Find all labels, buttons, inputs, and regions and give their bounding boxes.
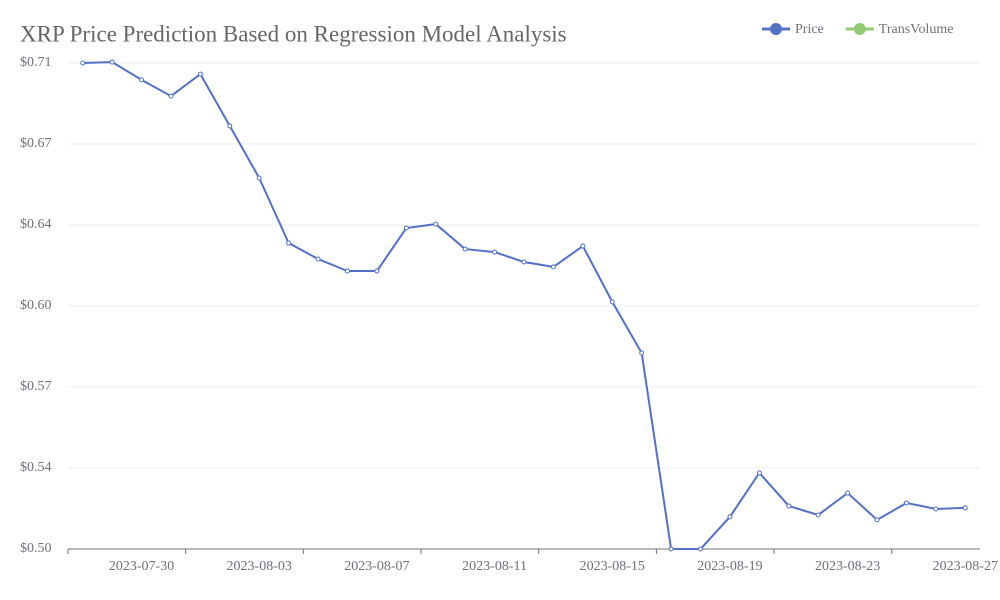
point xyxy=(609,299,615,305)
x-tick-label: 2023-08-03 xyxy=(227,559,292,574)
legend-item: Price xyxy=(762,22,824,37)
point xyxy=(80,60,86,66)
point xyxy=(639,350,645,356)
point xyxy=(286,240,292,246)
y-tick-label: $0.64 xyxy=(20,217,52,232)
y-tick-label: $0.60 xyxy=(20,298,52,313)
point xyxy=(903,500,909,506)
point xyxy=(727,514,733,520)
point xyxy=(962,505,968,511)
point xyxy=(344,268,350,274)
point xyxy=(786,503,792,509)
x-tick-label: 2023-08-07 xyxy=(344,559,409,574)
point xyxy=(492,249,498,255)
chart-title: XRP Price Prediction Based on Regression… xyxy=(20,21,567,46)
point xyxy=(668,546,674,552)
point xyxy=(109,59,115,65)
point xyxy=(580,243,586,249)
point xyxy=(227,123,233,129)
x-tick-label: 2023-08-11 xyxy=(462,559,527,574)
x-tick-label: 2023-07-30 xyxy=(109,559,174,574)
y-tick-label: $0.71 xyxy=(20,55,52,70)
point xyxy=(698,546,704,552)
y-tick-label: $0.54 xyxy=(20,460,52,475)
point xyxy=(374,268,380,274)
legend-item: TransVolume xyxy=(845,22,954,37)
point xyxy=(756,470,762,476)
legend-swatch-dot xyxy=(853,23,866,35)
point xyxy=(874,517,880,523)
point xyxy=(815,512,821,518)
x-tick-label: 2023-08-15 xyxy=(580,559,645,574)
x-tick-label: 2023-08-27 xyxy=(933,559,998,574)
point xyxy=(139,77,145,83)
point xyxy=(168,93,174,99)
point xyxy=(550,264,556,270)
point xyxy=(933,506,939,512)
point xyxy=(521,259,527,265)
legend-label: TransVolume xyxy=(879,22,954,37)
point xyxy=(462,246,468,252)
point xyxy=(315,256,321,262)
legend-label: Price xyxy=(795,22,824,37)
point xyxy=(197,71,203,77)
legend-swatch-dot xyxy=(770,23,782,35)
x-tick-label: 2023-08-23 xyxy=(815,559,880,574)
point xyxy=(403,225,409,231)
y-tick-label: $0.57 xyxy=(20,379,52,394)
point xyxy=(433,221,439,227)
point xyxy=(256,175,262,181)
x-tick-label: 2023-08-19 xyxy=(697,559,762,574)
point xyxy=(845,490,851,496)
y-tick-label: $0.67 xyxy=(20,136,52,151)
y-tick-label: $0.50 xyxy=(20,541,52,556)
